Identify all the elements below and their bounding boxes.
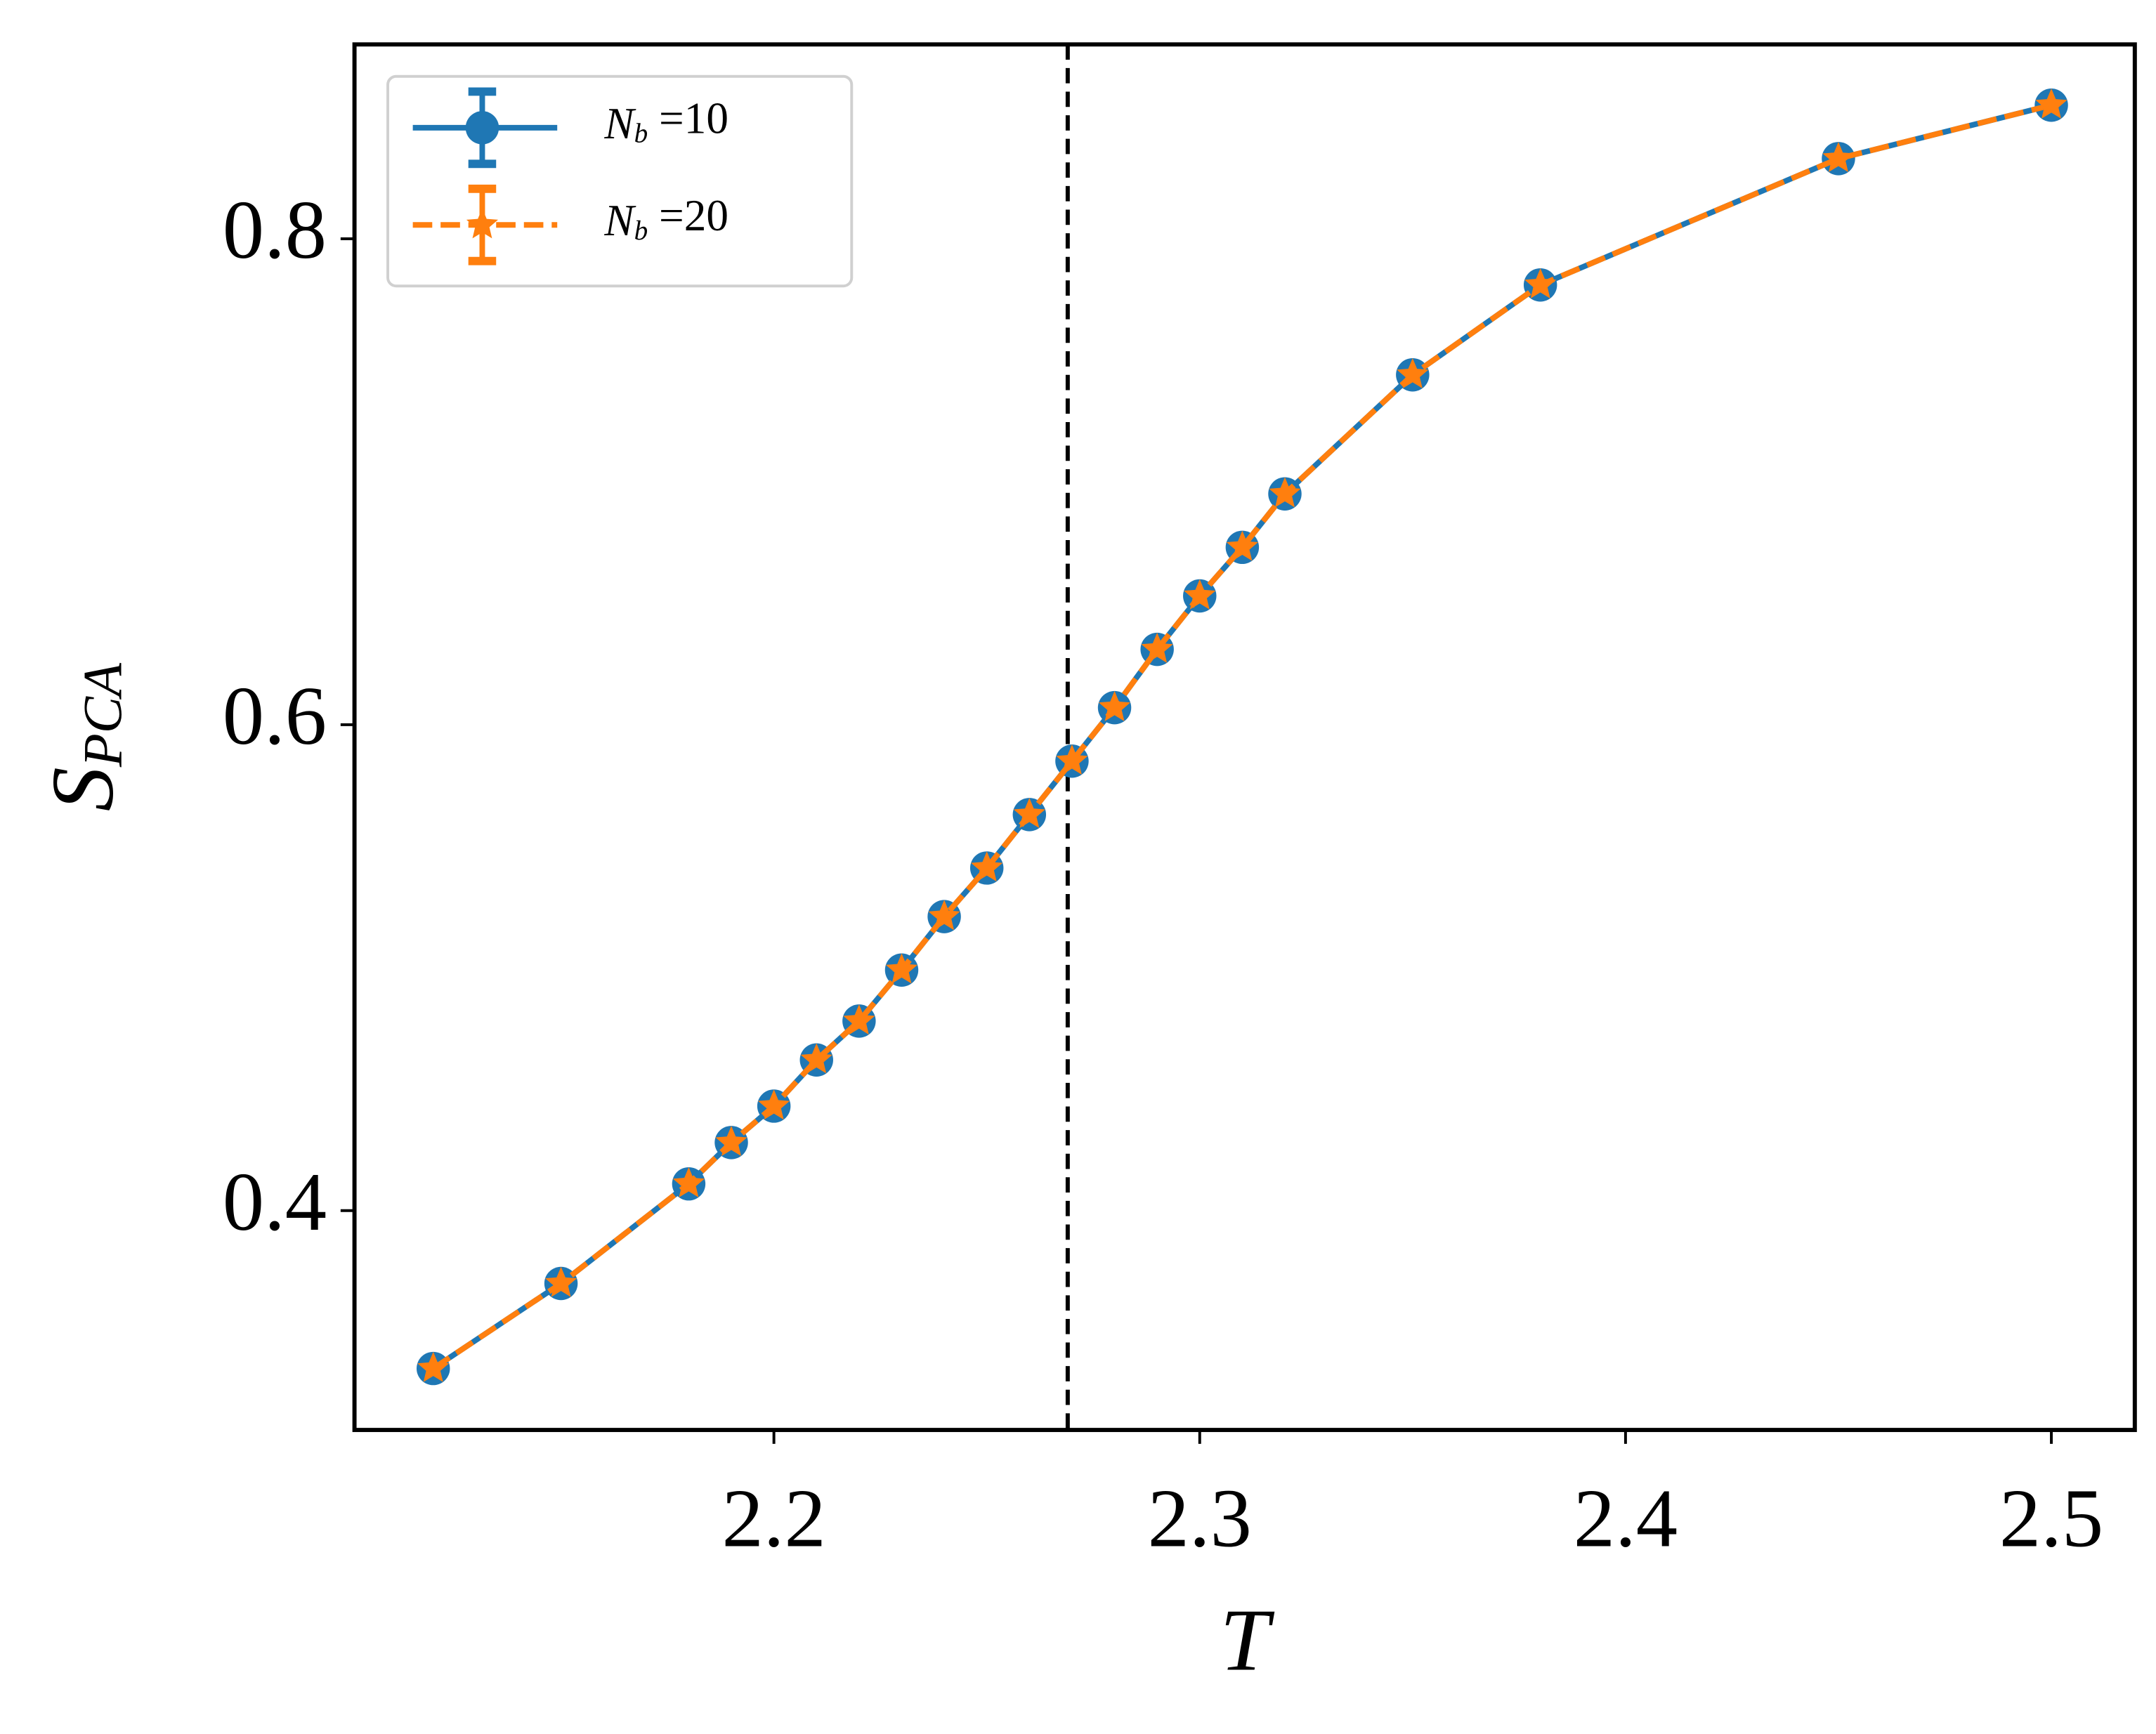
marker	[928, 900, 960, 931]
marker	[1822, 142, 1855, 173]
marker	[715, 1126, 747, 1157]
marker	[971, 851, 1003, 882]
marker	[758, 1089, 790, 1120]
x-tick-label: 2.5	[1999, 1472, 2103, 1565]
legend-label: Nb =20	[603, 191, 729, 246]
marker	[1141, 632, 1173, 663]
marker	[1397, 357, 1429, 388]
x-tick-label: 2.2	[722, 1472, 826, 1565]
x-tick-label: 2.3	[1148, 1472, 1252, 1565]
legend-label: Nb =10	[603, 93, 729, 148]
marker	[1098, 690, 1131, 721]
marker	[417, 1351, 450, 1382]
y-axis-label: SPCA	[34, 662, 133, 811]
y-tick-label: 0.4	[223, 1155, 327, 1248]
x-tick-label: 2.4	[1574, 1472, 1678, 1565]
y-tick-label: 0.8	[223, 183, 327, 276]
marker	[2035, 88, 2067, 119]
marker	[1056, 744, 1088, 775]
marker	[1524, 268, 1557, 298]
marker	[800, 1043, 832, 1074]
marker	[545, 1266, 577, 1297]
marker	[1226, 530, 1258, 561]
legend-marker	[466, 208, 499, 239]
plot-frame	[352, 42, 2137, 1433]
marker	[1184, 579, 1216, 610]
y-tick-label: 0.6	[223, 669, 327, 762]
marker	[843, 1004, 875, 1035]
legend-marker	[465, 111, 499, 145]
x-axis-label: T	[1220, 1591, 1275, 1689]
marker	[885, 953, 918, 984]
marker	[672, 1167, 705, 1197]
marker	[1013, 798, 1045, 829]
marker	[1269, 477, 1301, 508]
